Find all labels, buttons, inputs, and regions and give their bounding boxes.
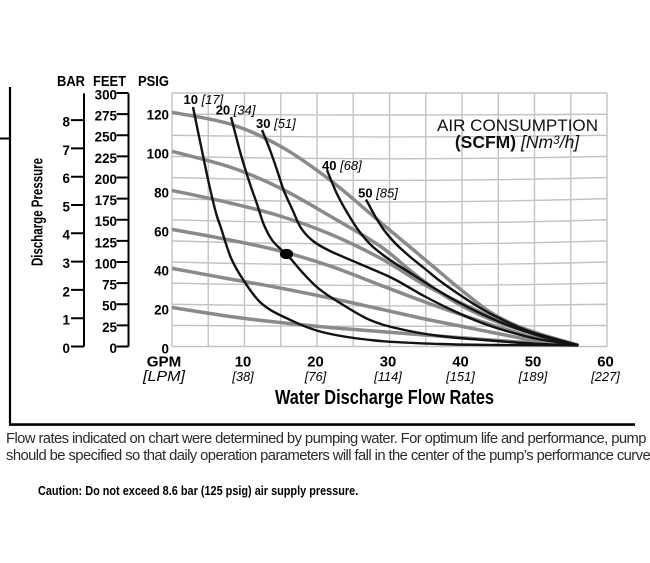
svg-text:(SCFM) [Nm3/h]: (SCFM) [Nm3/h] bbox=[455, 132, 580, 152]
svg-text:30 [51]: 30 [51] bbox=[256, 116, 296, 131]
svg-text:0: 0 bbox=[63, 341, 70, 356]
svg-text:20 [34]: 20 [34] bbox=[216, 102, 256, 117]
svg-text:6: 6 bbox=[63, 171, 70, 186]
svg-text:120: 120 bbox=[147, 107, 169, 122]
svg-text:150: 150 bbox=[95, 214, 117, 229]
svg-text:80: 80 bbox=[154, 185, 169, 200]
svg-text:100: 100 bbox=[147, 146, 169, 161]
svg-text:[227]: [227] bbox=[590, 369, 620, 384]
svg-text:75: 75 bbox=[102, 278, 117, 293]
svg-text:250: 250 bbox=[95, 130, 117, 145]
svg-text:60: 60 bbox=[597, 354, 614, 371]
svg-text:2: 2 bbox=[63, 284, 70, 299]
svg-text:Discharge Pressure: Discharge Pressure bbox=[30, 158, 47, 266]
svg-text:50: 50 bbox=[525, 354, 542, 371]
svg-text:4: 4 bbox=[63, 228, 71, 243]
svg-text:[151]: [151] bbox=[445, 369, 475, 384]
svg-text:BAR: BAR bbox=[57, 73, 85, 90]
svg-text:[LPM]: [LPM] bbox=[142, 368, 186, 385]
svg-text:GPM: GPM bbox=[147, 355, 182, 371]
svg-text:1: 1 bbox=[63, 313, 71, 328]
svg-text:Water Discharge Flow Rates: Water Discharge Flow Rates bbox=[275, 387, 494, 409]
svg-text:7: 7 bbox=[63, 143, 70, 158]
svg-text:AIR CONSUMPTION: AIR CONSUMPTION bbox=[437, 116, 598, 135]
svg-text:10 [17]: 10 [17] bbox=[184, 92, 224, 107]
svg-text:125: 125 bbox=[95, 235, 118, 250]
svg-text:60: 60 bbox=[154, 224, 169, 239]
svg-text:275: 275 bbox=[95, 109, 118, 124]
svg-text:PSIG: PSIG bbox=[138, 73, 169, 90]
svg-text:3: 3 bbox=[63, 256, 70, 271]
svg-text:50: 50 bbox=[102, 299, 117, 314]
svg-text:225: 225 bbox=[95, 151, 118, 166]
svg-text:50 [85]: 50 [85] bbox=[358, 185, 398, 200]
svg-text:300: 300 bbox=[95, 87, 117, 102]
svg-text:5: 5 bbox=[63, 199, 71, 214]
svg-text:FEET: FEET bbox=[93, 73, 126, 90]
svg-text:[189]: [189] bbox=[518, 369, 548, 384]
svg-text:10: 10 bbox=[235, 354, 252, 371]
svg-text:20: 20 bbox=[307, 354, 324, 371]
svg-text:0: 0 bbox=[162, 342, 169, 357]
svg-text:[38]: [38] bbox=[231, 369, 254, 384]
svg-text:8: 8 bbox=[63, 114, 71, 129]
svg-text:20: 20 bbox=[154, 302, 169, 317]
svg-text:0: 0 bbox=[110, 341, 117, 356]
svg-text:25: 25 bbox=[102, 320, 117, 335]
svg-text:[76]: [76] bbox=[304, 369, 327, 384]
svg-text:40: 40 bbox=[154, 263, 169, 278]
svg-text:[114]: [114] bbox=[373, 369, 402, 384]
svg-text:30: 30 bbox=[380, 354, 397, 371]
svg-text:175: 175 bbox=[95, 193, 118, 208]
svg-text:40: 40 bbox=[452, 354, 469, 371]
svg-text:100: 100 bbox=[95, 256, 117, 271]
svg-text:40 [68]: 40 [68] bbox=[322, 158, 362, 173]
svg-text:200: 200 bbox=[95, 172, 117, 187]
